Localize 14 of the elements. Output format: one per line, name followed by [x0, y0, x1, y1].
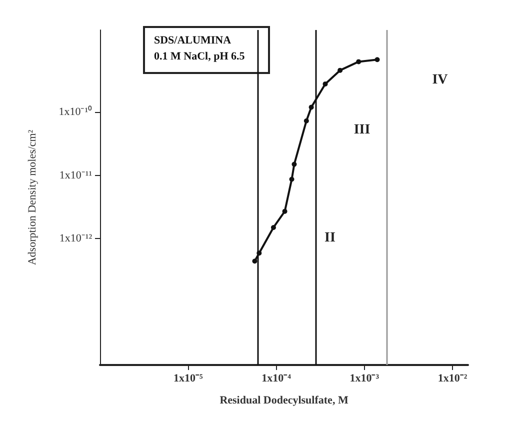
y-tick-label: 1x10⁻¹⁰ — [58, 105, 92, 118]
y-tick-label: 1x10⁻¹² — [59, 232, 93, 245]
annotation: II — [324, 230, 336, 246]
y-axis-title: Adsorption Density moles/cm² — [26, 129, 38, 266]
annotation: IV — [432, 72, 448, 88]
annotation: SDS/ALUMINA — [154, 34, 232, 46]
x-axis-title: Residual Dodecylsulfate, M — [220, 394, 349, 406]
annotation: III — [354, 122, 370, 138]
annotation: 0.1 M NaCl, pH 6.5 — [154, 50, 246, 62]
x-tick-label: 1x10⁻² — [438, 372, 468, 384]
x-tick-label: 1x10⁻⁵ — [173, 372, 204, 384]
x-tick-label: 1x10⁻⁴ — [262, 372, 292, 384]
x-tick-label: 1x10⁻³ — [350, 372, 380, 384]
y-tick-label: 1x10⁻¹¹ — [59, 169, 92, 182]
